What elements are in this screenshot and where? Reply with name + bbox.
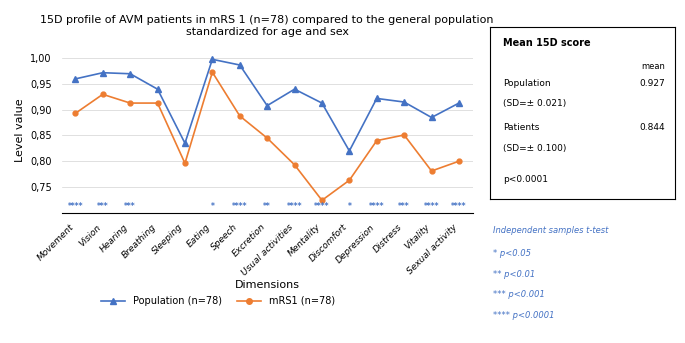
Text: ***: *** — [399, 202, 410, 211]
Text: ** p<0.01: ** p<0.01 — [493, 270, 536, 279]
Text: ****: **** — [424, 202, 439, 211]
X-axis label: Dimensions: Dimensions — [235, 280, 299, 290]
Text: ****: **** — [451, 202, 466, 211]
Text: p<0.0001: p<0.0001 — [503, 175, 548, 184]
Text: * p<0.05: * p<0.05 — [493, 249, 531, 258]
Text: (SD=± 0.100): (SD=± 0.100) — [503, 144, 566, 153]
Text: *: * — [210, 202, 214, 211]
Text: Independent samples t-test: Independent samples t-test — [493, 226, 608, 235]
Text: *** p<0.001: *** p<0.001 — [493, 290, 545, 299]
Text: *: * — [347, 202, 351, 211]
Text: (SD=± 0.021): (SD=± 0.021) — [503, 99, 566, 108]
Text: 0.844: 0.844 — [640, 123, 665, 132]
Text: **** p<0.0001: **** p<0.0001 — [493, 311, 555, 320]
Text: ****: **** — [232, 202, 247, 211]
Text: ****: **** — [314, 202, 329, 211]
Text: Mean 15D score: Mean 15D score — [503, 38, 590, 48]
Text: ****: **** — [68, 202, 83, 211]
Text: ****: **** — [369, 202, 384, 211]
Text: **: ** — [263, 202, 271, 211]
Legend: Population (n=78), mRS1 (n=78): Population (n=78), mRS1 (n=78) — [97, 292, 338, 310]
Text: mean: mean — [642, 62, 665, 71]
Text: ***: *** — [97, 202, 108, 211]
Y-axis label: Level value: Level value — [14, 98, 25, 162]
Text: ****: **** — [287, 202, 302, 211]
Text: 15D profile of AVM patients in mRS 1 (n=78) compared to the general population
s: 15D profile of AVM patients in mRS 1 (n=… — [40, 15, 494, 37]
Text: Patients: Patients — [503, 123, 539, 132]
Text: ***: *** — [125, 202, 136, 211]
Text: 0.927: 0.927 — [640, 79, 665, 88]
Text: Population: Population — [503, 79, 550, 88]
